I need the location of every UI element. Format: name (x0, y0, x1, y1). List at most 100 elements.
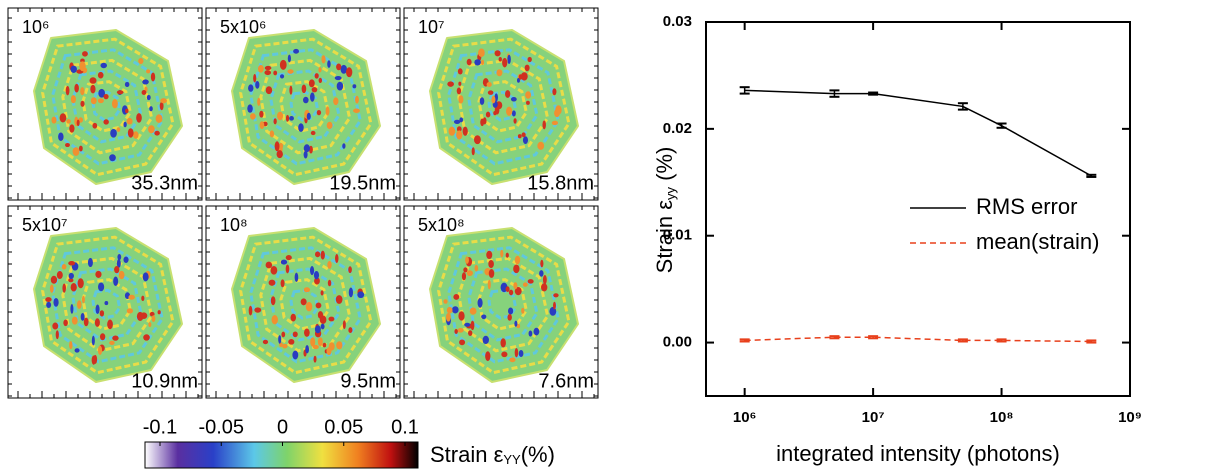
strain-spot (76, 119, 80, 127)
error-bar (996, 338, 1007, 343)
strain-spot (292, 350, 299, 360)
y-tick-label: 0.03 (663, 13, 692, 30)
strain-spot (518, 349, 524, 358)
strain-spot (148, 322, 152, 327)
x-tick-label: 10⁸ (990, 409, 1014, 426)
strain-spot (537, 141, 545, 150)
strain-spot (77, 300, 82, 309)
strain-spot (493, 111, 497, 116)
strain-spot (49, 284, 54, 293)
strain-spot (81, 295, 85, 304)
strain-spot (290, 313, 297, 322)
strain-spot (278, 335, 282, 344)
strain-spot (141, 90, 147, 96)
strain-spot (506, 106, 513, 116)
strain-spot (58, 132, 64, 141)
strain-spot (551, 120, 559, 126)
strain-spot (274, 141, 280, 152)
strain-ring (61, 58, 154, 155)
strain-spot (333, 97, 339, 106)
strain-spot (287, 69, 294, 74)
strain-spot (301, 84, 307, 94)
strain-ring (437, 37, 571, 177)
strain-spot (310, 130, 316, 136)
strain-spot (136, 113, 142, 123)
strain-spot (112, 335, 119, 341)
strain-spot (487, 279, 491, 290)
strain-spot (336, 81, 344, 91)
strain-ring (41, 235, 175, 375)
panel-resolution: 35.3nm (131, 172, 198, 194)
strain-spot (334, 75, 342, 81)
strain-spot (505, 90, 511, 98)
strain-spot (265, 86, 273, 95)
strain-spot (281, 331, 286, 338)
strain-spot (342, 143, 346, 149)
strain-spot (518, 74, 523, 80)
strain-spot (72, 147, 80, 156)
strain-spot (348, 327, 353, 334)
strain-spot (95, 270, 102, 278)
strain-spot (114, 266, 120, 274)
strain-spot (99, 333, 106, 341)
strain-spot (89, 77, 97, 84)
strain-spot (46, 301, 52, 308)
strain-spot (159, 101, 164, 111)
strain-spot (80, 87, 85, 96)
strain-spot (501, 351, 508, 358)
strain-spot (69, 124, 75, 133)
strain-spot (459, 339, 466, 346)
strain-spot (268, 279, 276, 286)
strain-spot (320, 250, 325, 260)
strain-spot (305, 345, 310, 354)
strain-ring (437, 235, 571, 375)
strain-spot (485, 111, 491, 118)
strain-spot (141, 295, 145, 302)
strain-spot (525, 100, 530, 105)
strain-spot (514, 320, 518, 327)
panel-resolution: 19.5nm (329, 172, 396, 194)
strain-spot (254, 307, 262, 313)
strain-spot (125, 108, 129, 114)
strain-spot (288, 339, 295, 345)
strain-spot (527, 56, 532, 63)
strain-spot (488, 259, 494, 269)
strain-spot (255, 81, 260, 89)
strain-spot (510, 96, 517, 102)
strain-spot (294, 272, 299, 283)
strain-spot (157, 310, 161, 315)
strain-spot (132, 131, 139, 139)
strain-spot (138, 57, 144, 65)
strain-spot (310, 337, 316, 347)
strain-spot (95, 304, 100, 315)
colorbar-tick-label: 0.1 (391, 416, 419, 438)
strain-spot (555, 105, 562, 115)
strain-ring (91, 288, 122, 320)
strain-spot (314, 73, 319, 79)
strain-spot (486, 250, 493, 260)
strain-spot (459, 117, 464, 123)
error-bar (957, 338, 968, 343)
strain-spot (517, 134, 522, 139)
strain-spot (69, 341, 73, 350)
strain-spot (300, 298, 307, 306)
plot-frame (705, 21, 1131, 397)
strain-spot (453, 293, 460, 300)
strain-spot (109, 154, 116, 162)
strain-spot (314, 277, 320, 285)
strain-spot (110, 128, 117, 138)
strain-spot (248, 305, 253, 316)
strain-spot (502, 57, 508, 68)
strain-spot (128, 294, 135, 300)
legend-label: mean(strain) (976, 229, 1099, 254)
strain-spot (303, 144, 310, 153)
strain-spot (528, 330, 533, 337)
strain-spot (462, 126, 468, 136)
strain-spot (68, 260, 76, 266)
strain-spot (293, 48, 300, 54)
strain-ring (457, 256, 550, 353)
colorbar-label-sub: YY (503, 452, 521, 467)
strain-spot (314, 251, 321, 258)
strain-spot (474, 135, 481, 145)
